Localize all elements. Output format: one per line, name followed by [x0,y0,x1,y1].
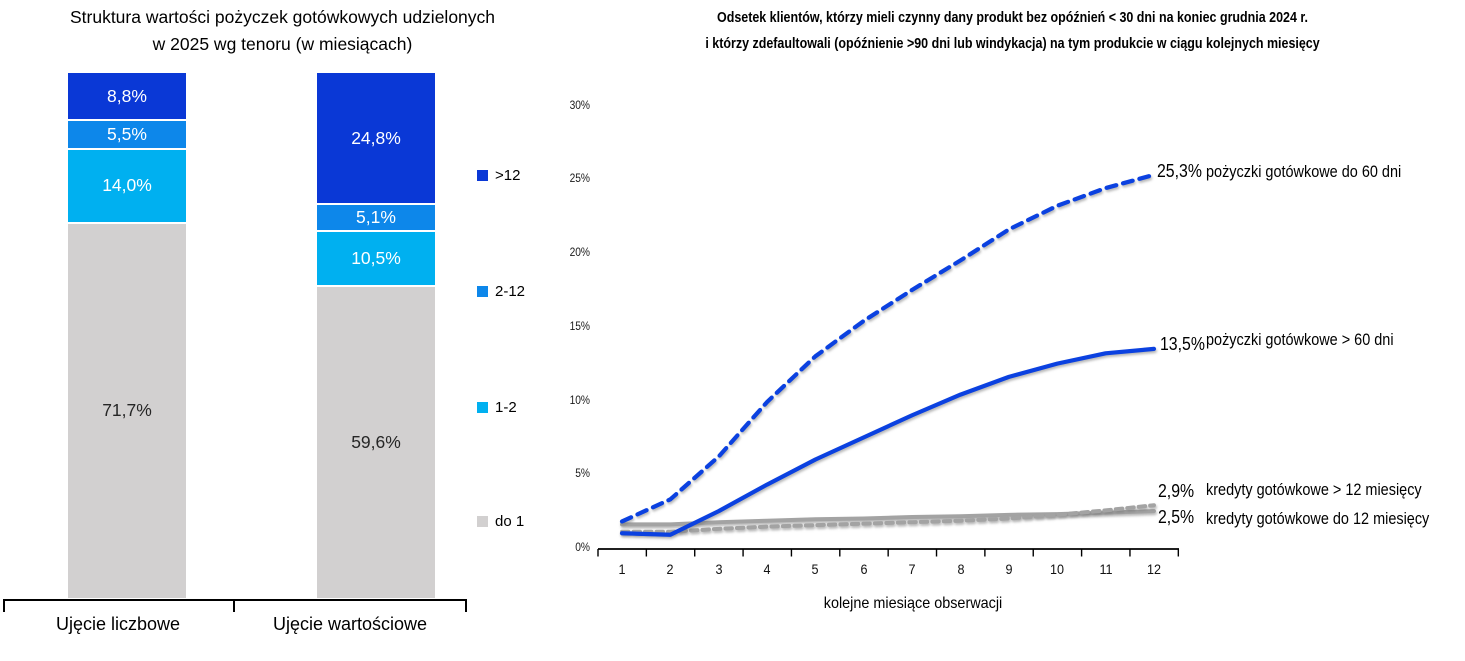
legend-item: 1-2 [477,397,517,417]
y-tick-label: 15% [569,318,590,333]
bar-segment: 71,7% [68,221,186,598]
left-chart-title-line2: w 2025 wg tenoru (w miesiącach) [152,34,413,54]
x-axis-title: kolejne miesiące obserwacji [823,595,1003,612]
x-tick-label: 3 [715,561,723,577]
series-name-label: kredyty gotówkowe do 12 miesięcy [1206,509,1430,528]
bar-segment: 5,1% [317,203,435,231]
category-axis-line [3,599,467,601]
bar-segment: 14,0% [68,148,186,222]
category-label-liczbowe: Ujęcie liczbowe [55,614,181,634]
bar-segment: 59,6% [317,285,435,598]
series-name-label: kredyty gotówkowe > 12 miesięcy [1206,480,1422,499]
x-tick-label: 8 [957,561,965,577]
left-chart-title: Struktura wartości pożyczek gotówkowych … [5,4,560,58]
y-tick-label: 25% [569,171,590,186]
bar-segment: 5,5% [68,119,186,149]
legend-label: 2-12 [495,282,526,300]
bar-segment: 8,8% [68,73,186,120]
x-tick-label: 6 [860,561,868,577]
tenor-structure-bar-chart: Struktura wartości pożyczek gotówkowych … [0,0,560,661]
right-chart-title-line2: i którzy zdefaultowali (opóźnienie >90 d… [705,36,1320,52]
x-tick-label: 2 [666,561,674,577]
series-line [620,503,1156,534]
series-end-value: 2,9% [1158,481,1195,501]
x-tick-label: 9 [1005,561,1013,577]
series-end-value: 13,5% [1160,334,1205,354]
series-line [619,172,1157,524]
y-tick-label: 10% [569,392,590,407]
series-name-label: pożyczki gotówkowe > 60 dni [1206,330,1394,349]
y-tick-label: 5% [575,466,590,481]
bar-segment: 10,5% [317,230,435,286]
series-name-label: pożyczki gotówkowe do 60 dni [1206,162,1402,181]
x-tick-label: 1 [618,561,626,577]
legend-swatch [477,285,488,297]
legend-item: 2-12 [477,281,525,301]
bar-segment: 24,8% [317,73,435,204]
series-end-value: 2,5% [1158,507,1195,527]
x-tick-label: 10 [1050,561,1065,577]
category-axis-tick [233,599,235,612]
legend-item: >12 [477,165,520,185]
legend-item: do 1 [477,511,524,531]
left-chart-title-line1: Struktura wartości pożyczek gotówkowych … [69,7,496,27]
x-tick-label: 12 [1146,561,1161,577]
y-tick-label: 0% [575,540,590,554]
x-tick-label: 11 [1099,561,1113,577]
legend-swatch [477,169,488,181]
category-axis-tick [3,599,5,612]
right-chart-title-line1: Odsetek klientów, którzy mieli czynny da… [717,10,1308,26]
legend-label: 1-2 [495,398,517,416]
x-tick-label: 7 [908,561,916,577]
legend-swatch [477,401,488,413]
category-label-wartosciowe: Ujęcie wartościowe [272,614,428,634]
series-line [619,346,1157,537]
x-tick-label: 4 [763,561,771,577]
series-end-value: 25,3% [1157,161,1202,181]
right-chart-title: Odsetek klientów, którzy mieli czynny da… [628,5,1398,57]
legend-label: >12 [495,166,521,184]
legend-label: do 1 [495,512,525,530]
x-tick-label: 5 [811,561,819,577]
y-tick-label: 20% [569,245,590,259]
category-axis-tick [465,599,467,612]
y-tick-label: 30% [569,97,590,112]
legend-swatch [477,515,488,527]
